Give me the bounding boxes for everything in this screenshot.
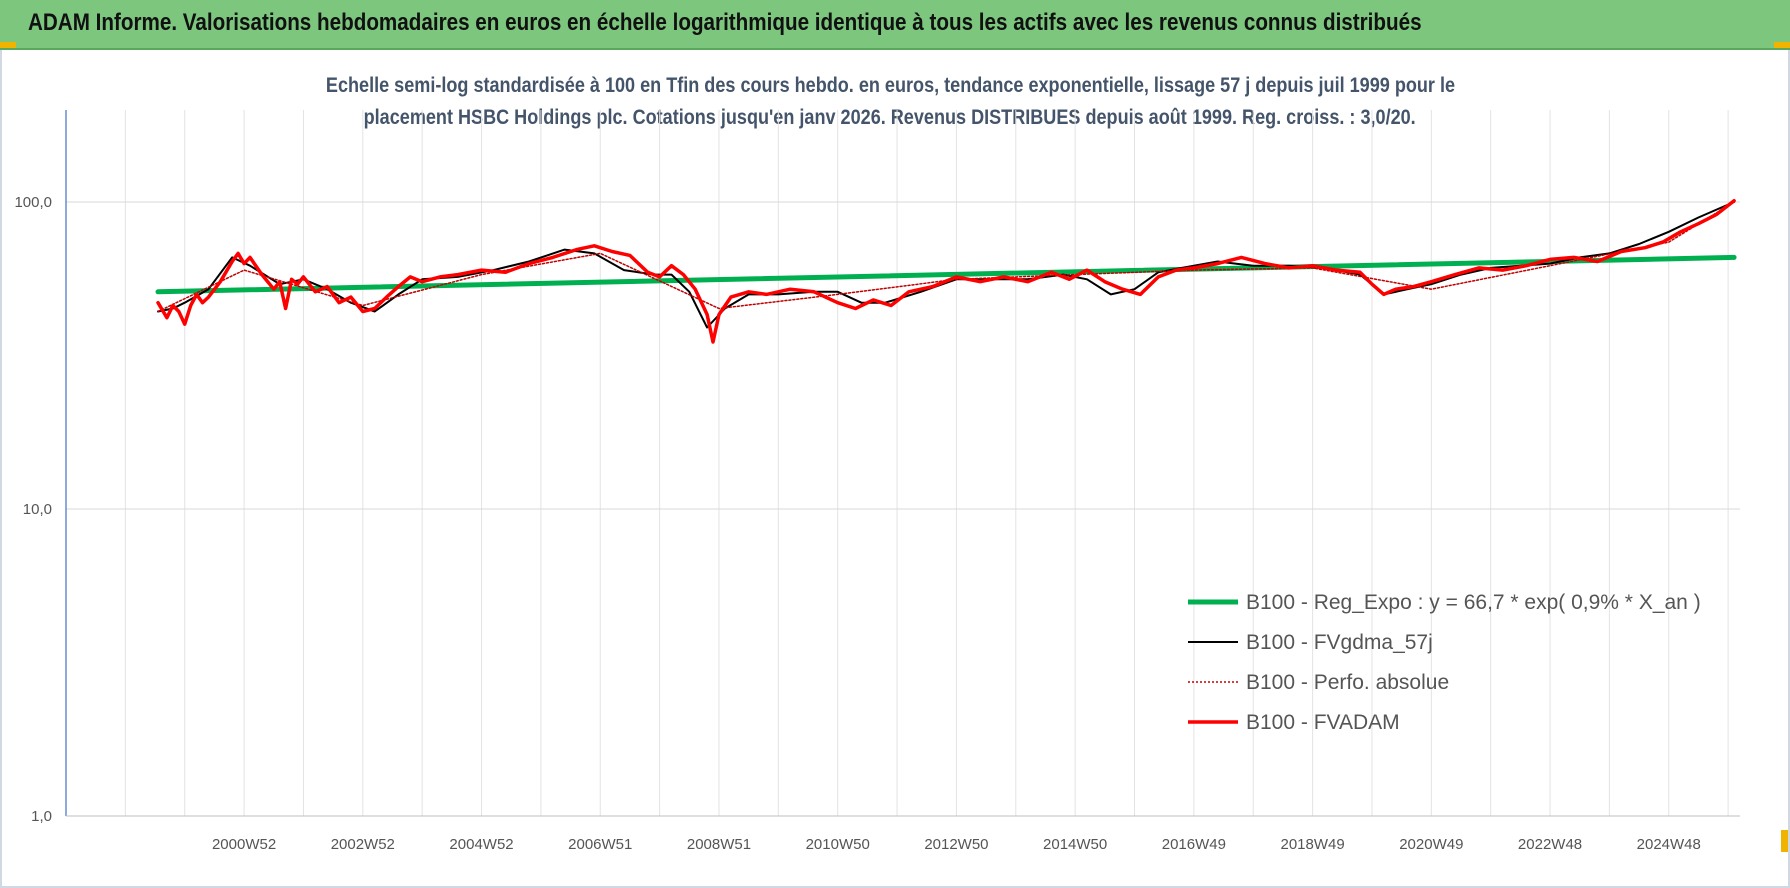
x-tick-label: 2022W48 — [1518, 836, 1582, 853]
page-title: ADAM Informe. Valorisations hebdomadaire… — [28, 9, 1422, 36]
x-tick-label: 2010W50 — [806, 836, 870, 853]
legend-label-2: B100 - FVgdma_57j — [1246, 631, 1433, 654]
x-tick-label: 2008W51 — [687, 836, 751, 853]
x-tick-label: 2018W49 — [1280, 836, 1344, 853]
series-line-2 — [157, 201, 1736, 329]
x-tick-label: 2020W49 — [1399, 836, 1463, 853]
y-tick-label: 1,0 — [31, 808, 52, 825]
chart-title-line2: placement HSBC Holdings plc. Cotations j… — [363, 106, 1417, 129]
x-tick-label: 2016W49 — [1162, 836, 1226, 853]
chart-title-line1: Echelle semi-log standardisée à 100 en T… — [325, 74, 1455, 97]
x-tick-label: 2000W52 — [212, 836, 276, 853]
x-tick-label: 2014W50 — [1043, 836, 1107, 853]
x-tick-label: 2002W52 — [331, 836, 395, 853]
series-line-4 — [156, 198, 1736, 344]
legend-label-3: B100 - Perfo. absolue — [1246, 671, 1449, 694]
series-line-3 — [157, 201, 1735, 313]
x-tick-label: 2024W48 — [1637, 836, 1701, 853]
legend-label-1: B100 - Reg_Expo : y = 66,7 * exp( 0,9% *… — [1246, 591, 1701, 614]
chart-frame — [0, 50, 1790, 888]
x-tick-label: 2006W51 — [568, 836, 632, 853]
x-tick-label: 2004W52 — [449, 836, 513, 853]
title-bar: ADAM Informe. Valorisations hebdomadaire… — [0, 0, 1790, 50]
y-tick-label: 100,0 — [14, 194, 52, 211]
corner-mark-bottom-right — [1781, 830, 1788, 852]
series-line-1 — [155, 254, 1737, 295]
x-tick-label: 2012W50 — [924, 836, 988, 853]
legend-label-4: B100 - FVADAM — [1246, 711, 1400, 734]
corner-mark-right — [1774, 42, 1790, 48]
y-tick-label: 10,0 — [23, 501, 52, 518]
corner-mark-left — [0, 42, 16, 48]
